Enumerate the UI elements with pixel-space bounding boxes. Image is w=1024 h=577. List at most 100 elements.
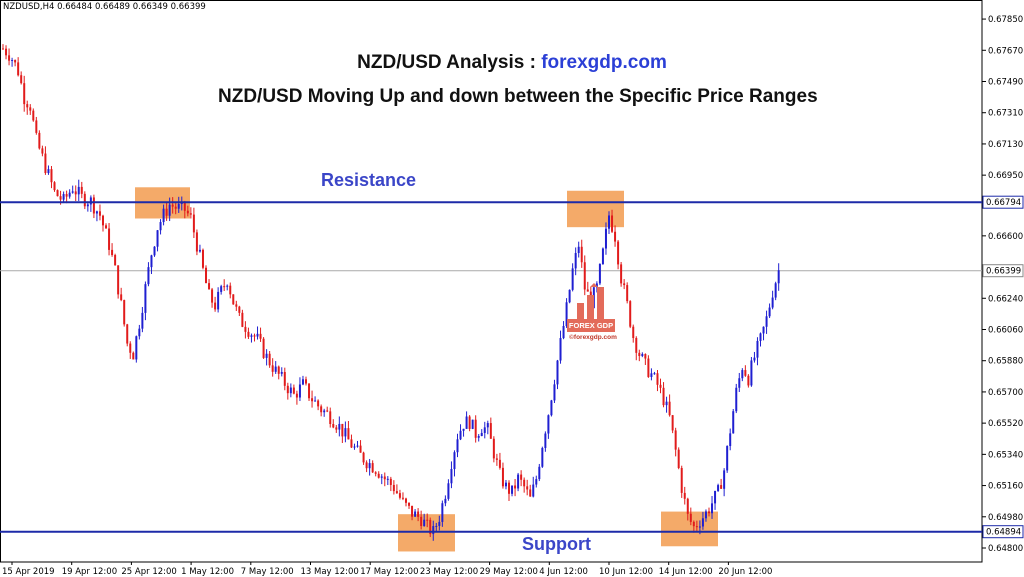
candle-body [429,519,432,535]
y-tick-label: 0.64800 [988,544,1023,554]
candle-body [656,373,659,385]
candle-body [168,204,171,216]
candle-body [765,316,768,327]
candle-body [53,182,56,191]
candle-body [432,526,435,535]
candle-body [247,331,250,337]
candle-body [598,263,601,284]
candle-body [529,489,532,497]
candle-body [486,423,489,428]
candle-body [226,285,229,287]
candle-body [538,466,541,480]
candle-body [11,60,14,62]
candle-body [447,483,450,499]
candle-body [520,474,523,480]
candle-body [165,208,168,216]
chart-subtitle: NZD/USD Moving Up and down between the S… [218,86,818,107]
candle-body [217,291,220,310]
candle-body [23,83,26,105]
candle-body [74,191,77,195]
candle-body [544,433,547,448]
candle-body [232,294,235,305]
candle-body [586,289,589,292]
candle-body [189,213,192,215]
x-tick-label: 20 Jun 12:00 [718,567,772,577]
y-tick-label: 0.67850 [988,15,1023,25]
current-price-tag [982,264,1024,278]
symbol-info: NZDUSD,H4 0.66484 0.66489 0.66349 0.6639… [3,2,206,12]
candle-body [620,264,623,284]
candle-body [471,419,474,429]
candle-body [501,467,504,487]
level-resistance-tag-label: 0.66794 [986,198,1021,208]
candle-body [283,371,286,386]
plot-frame [0,0,983,563]
candle-body [162,208,165,223]
candle-body [777,270,780,284]
candle-body [623,283,626,286]
candle-body [132,352,135,360]
candle-body [377,473,380,478]
y-tick-label: 0.67310 [988,109,1023,119]
candle-body [44,153,47,174]
candle-body [380,476,383,478]
candle-body [389,478,392,485]
candle-body [256,333,259,337]
candle-body [253,335,256,337]
candle-body [335,427,338,430]
candle-body [453,452,456,470]
candle-body [301,379,304,385]
candle-body [417,511,420,517]
candle-body [208,283,211,290]
candle-body [244,326,247,332]
candle-body [707,511,710,514]
candle-body [2,48,4,50]
candle-body [726,446,729,471]
candle-body [250,335,253,337]
candle-body [138,328,141,337]
candle-body [362,452,365,463]
x-tick-label: 10 Jun 12:00 [599,567,653,577]
candle-body [105,225,108,229]
y-tick-label: 0.65880 [988,357,1023,367]
candle-body [56,190,59,197]
candle-body [732,411,735,434]
candle-body [259,333,262,339]
candle-body [641,354,644,357]
y-tick-label: 0.66600 [988,232,1023,242]
candle-body [744,370,747,376]
x-tick-label: 7 May 12:00 [241,567,294,577]
y-tick-label: 0.65160 [988,482,1023,492]
candle-body [456,439,459,453]
candle-body [704,511,707,519]
candle-body [17,62,20,76]
candle-body [483,427,486,433]
candle-body [59,196,62,200]
candle-body [383,476,386,480]
y-tick-label: 0.67670 [988,46,1023,56]
candle-body [374,472,377,474]
candle-body [153,246,156,256]
candle-body [465,416,468,429]
candle-body [583,262,586,290]
candle-body [614,231,617,242]
candle-body [574,253,577,269]
candle-body [553,384,556,401]
candle-body [241,312,244,327]
candle-body [147,267,150,285]
y-tick-label: 0.64980 [988,513,1023,523]
candle-body [68,192,71,197]
candle-body [238,306,241,313]
candle-body [262,338,265,358]
candle-body [305,379,307,384]
candle-body [686,498,689,514]
y-tick-label: 0.66950 [988,171,1023,181]
candle-body [650,373,653,377]
candle-body [386,478,389,480]
candle-body [86,204,89,207]
candle-body [186,210,189,214]
support-label: Support [522,534,591,554]
candle-body [659,384,662,388]
title-prefix: NZD/USD Analysis : [357,52,542,73]
candle-body [492,438,495,459]
